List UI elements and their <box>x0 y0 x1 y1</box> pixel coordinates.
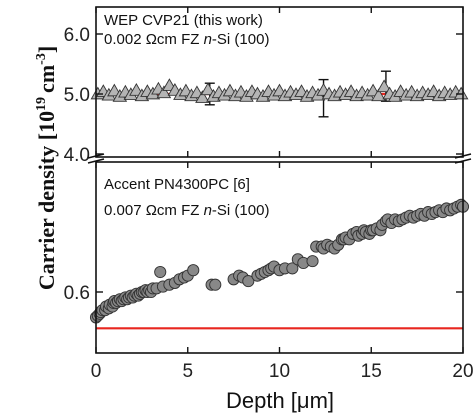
bottom-data-point <box>187 264 200 277</box>
y-axis-title: Carrier density [1019 cm-3] <box>34 46 59 290</box>
top-ytick-label: 4.0 <box>64 145 90 166</box>
bottom-panel: 0.6 Accent PN4300PC [6] 0.007 Ωcm FZ n-S… <box>64 161 474 382</box>
bottom-plot-area <box>89 198 470 330</box>
y-axis-title-exp: 19 <box>34 97 49 111</box>
top-data-point <box>195 90 210 103</box>
bottom-y-ticks: 0.6 <box>64 162 464 353</box>
xtick-label: 15 <box>361 361 382 382</box>
bottom-data-point <box>306 255 319 268</box>
bottom-data-point <box>286 262 299 275</box>
y-axis-title-unit: cm <box>34 65 59 93</box>
y-axis-title-unit-exp: -3 <box>34 53 49 65</box>
top-ytick-label: 5.0 <box>64 85 90 106</box>
top-panel-frame <box>95 6 464 158</box>
top-annotation-line1: WEP CVP21 (this work) <box>104 12 263 29</box>
xtick-label: 0 <box>91 361 102 382</box>
top-ytick-label: 6.0 <box>64 25 90 46</box>
bottom-data-point <box>209 278 222 291</box>
top-annotation-line2: 0.002 Ωcm FZ n-Si (100) <box>104 31 269 48</box>
top-plot-area <box>90 70 469 118</box>
bottom-annotation-italic: n <box>204 202 212 219</box>
bottom-annotation-suffix: -Si (100) <box>212 202 270 219</box>
x-axis-title: Depth [μm] <box>226 388 334 413</box>
x-ticks: 0 5 10 15 20 <box>91 361 474 382</box>
top-y-ticks: 4.0 5.0 6.0 <box>64 7 464 166</box>
bottom-annotation-prefix: 0.007 Ωcm FZ <box>104 202 204 219</box>
bottom-annotation-line1: Accent PN4300PC [6] <box>104 176 250 193</box>
bottom-data-point <box>242 275 255 288</box>
bottom-ytick-label: 0.6 <box>64 283 90 304</box>
top-annotation-italic: n <box>204 31 212 48</box>
y-axis-title-main: Carrier density [10 <box>34 111 59 290</box>
top-data-point <box>156 85 172 99</box>
top-data-point <box>200 82 216 96</box>
top-annotation-prefix: 0.002 Ωcm FZ <box>104 31 204 48</box>
xtick-label: 5 <box>182 361 193 382</box>
top-data-point <box>371 88 386 102</box>
top-data-point <box>453 86 469 100</box>
axis-break-left <box>87 153 105 164</box>
bottom-data-point <box>154 265 167 279</box>
top-panel: 4.0 5.0 6.0 WEP CVP21 (this work) 0.002 Ωc… <box>64 6 469 166</box>
top-data-point <box>376 79 392 93</box>
axis-break-right <box>454 153 472 164</box>
xtick-label: 10 <box>269 361 290 382</box>
y-axis-title-close: ] <box>34 46 59 53</box>
xtick-label: 20 <box>452 361 473 382</box>
bottom-annotation-line2: 0.007 Ωcm FZ n-Si (100) <box>104 202 269 219</box>
top-annotation-suffix: -Si (100) <box>212 31 270 48</box>
